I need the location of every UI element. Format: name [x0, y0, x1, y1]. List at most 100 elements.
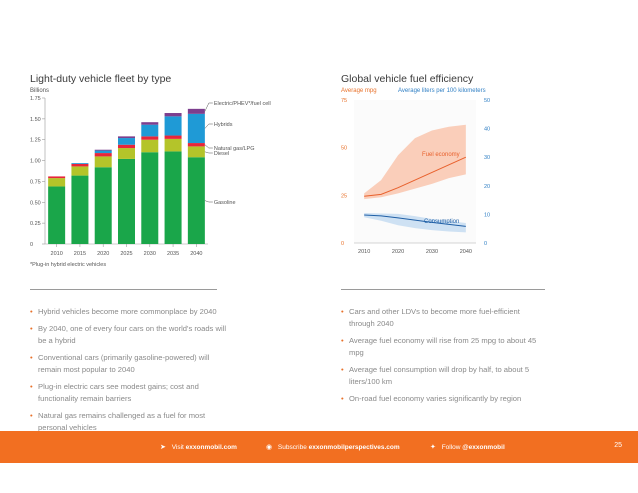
x-tick-label: 2020	[392, 249, 404, 255]
bar-electric-phev-fuel-cell-2040	[187, 108, 205, 114]
legend-leader-hybrids	[204, 123, 213, 129]
band-fuel-economy	[364, 124, 466, 200]
legend-label-hybrids: Hybrids	[214, 122, 233, 128]
bar-hybrids-2035	[164, 116, 182, 136]
right-bullet-list: Cars and other LDVs to become more fuel-…	[341, 306, 541, 410]
bar-gasoline-2015	[71, 175, 89, 244]
x-tick-label: 2025	[120, 251, 132, 257]
left-tick-label: 0	[341, 241, 344, 247]
band-consumption	[364, 212, 466, 233]
bar-electric-phev-fuel-cell-2025	[118, 136, 135, 139]
right-divider	[341, 289, 545, 290]
legend-leader-natural-gas-lpg	[204, 144, 213, 149]
line-fuel-economy	[364, 156, 467, 197]
bar-natural-gas-lpg-2010	[48, 176, 66, 179]
bar-diesel-2030	[141, 139, 159, 153]
right-bullet-0: Cars and other LDVs to become more fuel-…	[341, 306, 541, 330]
legend-label-gasoline: Gasoline	[214, 200, 236, 206]
left-bullet-0: Hybrid vehicles become more commonplace …	[30, 306, 230, 318]
bar-diesel-2020	[94, 156, 112, 168]
left-tick-label: 25	[341, 193, 347, 199]
bar-natural-gas-lpg-2040	[187, 143, 205, 147]
x-tick-label: 2020	[97, 251, 109, 257]
left-bullet-1: By 2040, one of every four cars on the w…	[30, 323, 230, 347]
bar-hybrids-2030	[141, 124, 159, 137]
page-number: 25	[614, 442, 622, 449]
left-bullet-2: Conventional cars (primarily gasoline-po…	[30, 352, 230, 376]
x-tick-label: 2030	[426, 249, 438, 255]
fleet-bar-chart: 0 0.25 0.50 0.75 1.00 1.25 1.50 1.75 2010 2015 202…	[30, 96, 271, 257]
legend-leader-diesel	[204, 151, 213, 154]
bar-gasoline-2025	[118, 158, 135, 244]
bar-diesel-2040	[187, 146, 205, 158]
footer-follow[interactable]: ✦ Follow @exxonmobil	[430, 443, 505, 451]
bar-natural-gas-lpg-2020	[94, 153, 112, 157]
y-tick-label: 0.75	[30, 179, 41, 185]
right-chart-title: Global vehicle fuel efficiency	[341, 73, 474, 85]
left-tick-label: 75	[341, 98, 347, 104]
bar-gasoline-2035	[164, 151, 182, 244]
twitter-bird-icon: ✦	[430, 444, 436, 451]
bar-natural-gas-lpg-2025	[118, 144, 135, 149]
y-tick-label: 1.00	[30, 159, 41, 165]
bar-electric-phev-fuel-cell-2030	[141, 122, 159, 125]
bar-hybrids-2015	[71, 163, 89, 164]
x-tick-label: 2010	[51, 251, 63, 257]
left-axis-label: Average mpg	[341, 88, 377, 94]
y-tick-label: 0.50	[30, 200, 41, 206]
left-bullet-list: Hybrid vehicles become more commonplace …	[30, 306, 230, 439]
right-bullet-1: Average fuel economy will rise from 25 m…	[341, 335, 541, 359]
footer-visit-link[interactable]: exxonmobil.com	[185, 444, 237, 451]
right-bullet-3: On-road fuel economy varies significantl…	[341, 393, 541, 405]
legend-label-diesel: Diesel	[214, 151, 229, 157]
bar-gasoline-2020	[94, 167, 112, 244]
bar-hybrids-2020	[94, 150, 112, 154]
cursor-icon: ➤	[160, 444, 166, 451]
left-divider	[30, 289, 217, 290]
x-tick-label: 2015	[74, 251, 86, 257]
left-chart-title: Light-duty vehicle fleet by type	[30, 73, 172, 85]
bar-natural-gas-lpg-2015	[71, 163, 89, 167]
bar-diesel-2015	[71, 166, 89, 176]
x-tick-label: 2035	[167, 251, 179, 257]
y-tick-label: 0.25	[30, 221, 41, 227]
legend-label-electric-phev-fuel-cell: Electric/PHEV*/fuel cell	[214, 101, 271, 107]
left-chart-unit: Billions	[30, 88, 50, 94]
x-tick-label: 2030	[144, 251, 156, 257]
bar-gasoline-2030	[141, 152, 159, 244]
footer-follow-prefix: Follow	[441, 444, 461, 451]
bar-diesel-2035	[164, 138, 182, 152]
left-bullet-3: Plug-in electric cars see modest gains; …	[30, 381, 230, 405]
bar-gasoline-2040	[187, 157, 205, 244]
bar-diesel-2010	[48, 178, 66, 187]
bar-electric-phev-fuel-cell-2020	[94, 149, 112, 151]
footer-subscribe[interactable]: ◉ Subscribe exxonmobilperspectives.com	[266, 443, 400, 451]
footer-subscribe-prefix: Subscribe	[277, 444, 307, 451]
x-tick-label: 2040	[190, 251, 202, 257]
right-tick-label: 10	[484, 212, 490, 218]
legend-leader-electric-phev-fuel-cell	[204, 102, 213, 112]
y-tick-label: 0	[30, 242, 33, 248]
right-bullet-2: Average fuel consumption will drop by ha…	[341, 364, 541, 388]
series-label-consumption: Consumption	[424, 219, 459, 225]
footer-follow-link[interactable]: @exxonmobil	[462, 444, 505, 451]
x-tick-label: 2010	[358, 249, 370, 255]
legend-leader-gasoline	[204, 200, 213, 203]
y-tick-label: 1.50	[30, 117, 41, 123]
y-tick-label: 1.25	[30, 138, 41, 144]
right-axis-label: Average liters per 100 kilometers	[398, 88, 486, 94]
legend-label-natural-gas-lpg: Natural gas/LPG	[214, 146, 255, 152]
footer-bar: ➤ Visit exxonmobil.com ◉ Subscribe exxon…	[0, 431, 638, 463]
footer-subscribe-link[interactable]: exxonmobilperspectives.com	[308, 444, 400, 451]
bar-gasoline-2010	[48, 186, 66, 244]
right-tick-label: 50	[484, 98, 490, 104]
left-chart-footnote: *Plug-in hybrid electric vehicles	[30, 262, 107, 268]
right-tick-label: 30	[484, 155, 490, 161]
bar-hybrids-2040	[187, 113, 205, 144]
footer-visit[interactable]: ➤ Visit exxonmobil.com	[160, 443, 237, 451]
line-consumption	[364, 214, 466, 227]
right-tick-label: 20	[484, 184, 490, 190]
right-tick-label: 40	[484, 127, 490, 133]
rss-icon: ◉	[266, 444, 273, 451]
